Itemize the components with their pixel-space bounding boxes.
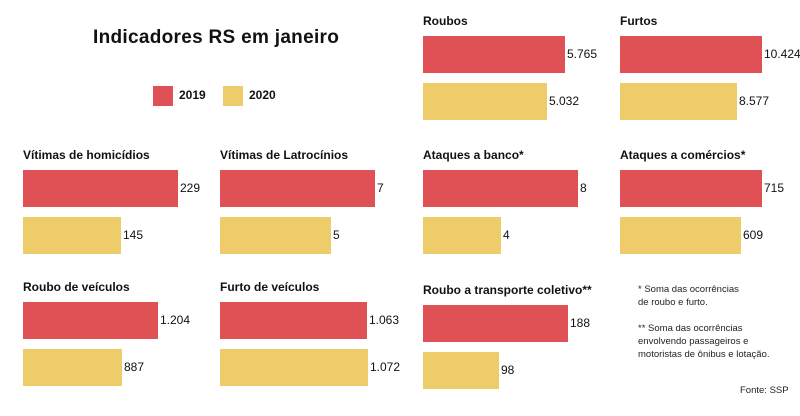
panel-title: Roubos: [423, 14, 468, 28]
panel-title: Ataques a banco*: [423, 148, 524, 162]
bar-2020: [220, 217, 331, 254]
bar-value-label: 609: [743, 228, 764, 242]
bar-2020: [423, 352, 499, 389]
bar-value-label: 5.032: [549, 94, 580, 108]
panel-title: Roubo a transporte coletivo**: [423, 283, 592, 297]
bar-2019: [220, 302, 367, 339]
panel-title: Furtos: [620, 14, 658, 28]
bar-value-label: 7: [377, 181, 384, 195]
note-1-line-2: de roubo e furto.: [638, 297, 708, 308]
bar-2019: [620, 170, 762, 207]
note-1-line-1: * Soma das ocorrências: [638, 284, 739, 295]
bar-value-label: 715: [764, 181, 785, 195]
bar-value-label: 1.204: [160, 313, 191, 327]
bar-2020: [620, 83, 737, 120]
note-2: ** Soma das ocorrências envolvendo passa…: [638, 322, 798, 361]
note-2-line-1: ** Soma das ocorrências: [638, 323, 743, 334]
legend-swatch-2020: [223, 86, 243, 106]
bar-value-label: 10.424: [764, 47, 800, 61]
panel-title: Vítimas de Latrocínios: [220, 148, 349, 162]
bar-value-label: 887: [124, 360, 145, 374]
bar-2020: [220, 349, 368, 386]
bar-value-label: 4: [503, 228, 510, 242]
bar-2019: [423, 36, 565, 73]
bar-2020: [423, 83, 547, 120]
source-label: Fonte: SSP: [740, 385, 789, 396]
chart-title: Indicadores RS em janeiro: [93, 27, 340, 48]
bar-value-label: 229: [180, 181, 201, 195]
bar-2020: [23, 217, 121, 254]
legend-swatch-2019: [153, 86, 173, 106]
bar-2020: [423, 217, 501, 254]
bar-value-label: 8.577: [739, 94, 770, 108]
panel-title: Vítimas de homicídios: [23, 148, 150, 162]
panel-title: Ataques a comércios*: [620, 148, 746, 162]
bar-value-label: 5.765: [567, 47, 598, 61]
bar-2019: [23, 170, 178, 207]
bar-value-label: 5: [333, 228, 340, 242]
note-1: * Soma das ocorrências de roubo e furto.: [638, 283, 798, 309]
bar-value-label: 1.063: [369, 313, 400, 327]
bar-value-label: 8: [580, 181, 587, 195]
bar-value-label: 188: [570, 316, 591, 330]
bar-2019: [620, 36, 762, 73]
bar-2020: [620, 217, 741, 254]
bar-2019: [23, 302, 158, 339]
note-2-line-2: envolvendo passageiros e: [638, 336, 749, 347]
note-2-line-3: motoristas de ônibus e lotação.: [638, 349, 770, 360]
bar-value-label: 145: [123, 228, 144, 242]
legend-label-2020: 2020: [249, 88, 276, 102]
bar-2019: [423, 305, 568, 342]
bar-2020: [23, 349, 122, 386]
bar-2019: [423, 170, 578, 207]
panel-title: Furto de veículos: [220, 280, 320, 294]
legend-label-2019: 2019: [179, 88, 206, 102]
panel-title: Roubo de veículos: [23, 280, 130, 294]
bar-2019: [220, 170, 375, 207]
bar-value-label: 1.072: [370, 360, 401, 374]
bar-value-label: 98: [501, 363, 515, 377]
